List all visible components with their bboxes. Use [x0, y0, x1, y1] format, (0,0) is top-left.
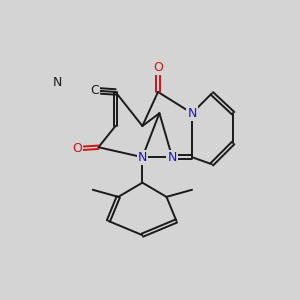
- Text: N: N: [187, 107, 197, 120]
- Text: O: O: [72, 142, 82, 155]
- Text: N: N: [53, 76, 62, 88]
- Text: N: N: [187, 107, 197, 120]
- Text: N: N: [167, 151, 177, 164]
- Text: C: C: [90, 84, 99, 97]
- Text: N: N: [167, 151, 177, 164]
- Text: O: O: [72, 142, 82, 155]
- Text: O: O: [153, 61, 163, 74]
- Text: N: N: [53, 76, 62, 88]
- Text: N: N: [138, 151, 147, 164]
- Text: N: N: [138, 151, 147, 164]
- Text: C: C: [90, 84, 99, 97]
